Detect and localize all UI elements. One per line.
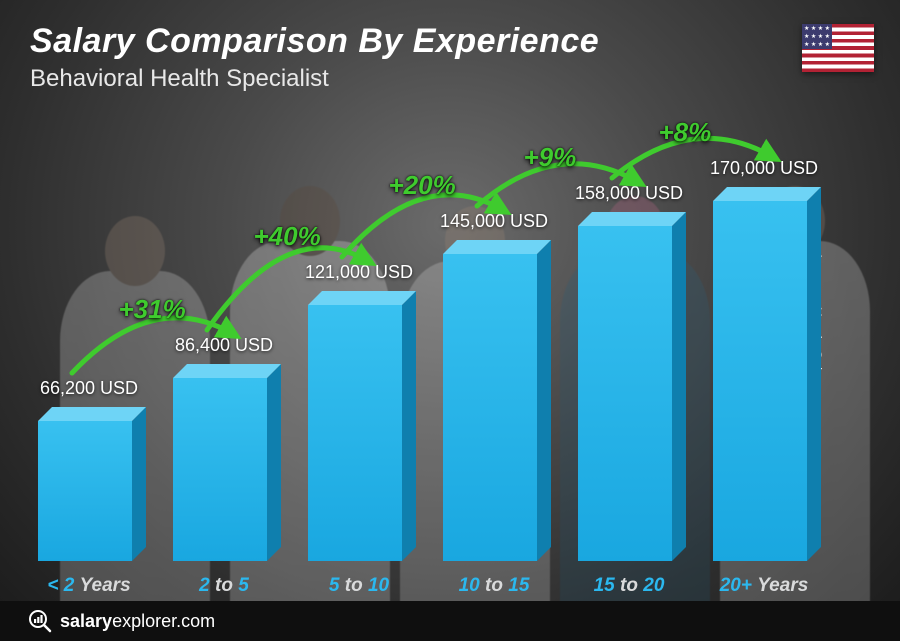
bar-top [713, 187, 821, 201]
bar-value-label: 86,400 USD [159, 335, 289, 356]
bar-category-label: 2 to 5 [159, 575, 289, 597]
increase-label: +9% [524, 142, 577, 173]
bar [578, 226, 682, 561]
bar-side [267, 364, 281, 561]
bar [308, 305, 412, 561]
bar-front [173, 378, 267, 561]
increase-label: +31% [119, 294, 186, 325]
bar-front [308, 305, 402, 561]
bar-category-label: 15 to 20 [564, 575, 694, 597]
bar-top [173, 364, 281, 378]
bar-category-label: 20+ Years [699, 575, 829, 597]
country-flag-icon [802, 24, 874, 72]
bar-value-label: 66,200 USD [24, 378, 154, 399]
bar [713, 201, 817, 561]
bar-front [38, 421, 132, 561]
bar [443, 254, 547, 561]
footer-brand: salaryexplorer.com [60, 611, 215, 632]
bar-front [713, 201, 807, 561]
bar-top [38, 407, 146, 421]
bar-value-label: 158,000 USD [564, 183, 694, 204]
bar-front [578, 226, 672, 561]
footer-bar: salaryexplorer.com [0, 601, 900, 641]
bar-category-label: < 2 Years [24, 575, 154, 597]
bar [38, 421, 142, 561]
bar-side [672, 212, 686, 561]
chart-title: Salary Comparison By Experience [30, 22, 599, 61]
bar-category-label: 5 to 10 [294, 575, 424, 597]
infographic-stage: Salary Comparison By Experience Behavior… [0, 0, 900, 641]
bar-side [402, 291, 416, 561]
bar-category-label: 10 to 15 [429, 575, 559, 597]
bar-value-label: 145,000 USD [429, 211, 559, 232]
magnifier-bars-icon [28, 609, 52, 633]
footer-brand-rest: explorer.com [112, 611, 215, 631]
chart-subtitle: Behavioral Health Specialist [30, 65, 599, 93]
bar-front [443, 254, 537, 561]
bar-value-label: 170,000 USD [699, 158, 829, 179]
bar-top [443, 240, 551, 254]
footer-brand-bold: salary [60, 611, 112, 631]
bar-top [308, 291, 416, 305]
bar-side [537, 240, 551, 561]
bar [173, 378, 277, 561]
bar-value-label: 121,000 USD [294, 262, 424, 283]
increase-label: +20% [389, 170, 456, 201]
bar-chart: 66,200 USD< 2 Years86,400 USD2 to 5121,0… [30, 131, 840, 561]
bar-top [578, 212, 686, 226]
title-block: Salary Comparison By Experience Behavior… [30, 22, 599, 93]
bar-side [132, 407, 146, 561]
bar-side [807, 187, 821, 561]
increase-label: +40% [254, 221, 321, 252]
